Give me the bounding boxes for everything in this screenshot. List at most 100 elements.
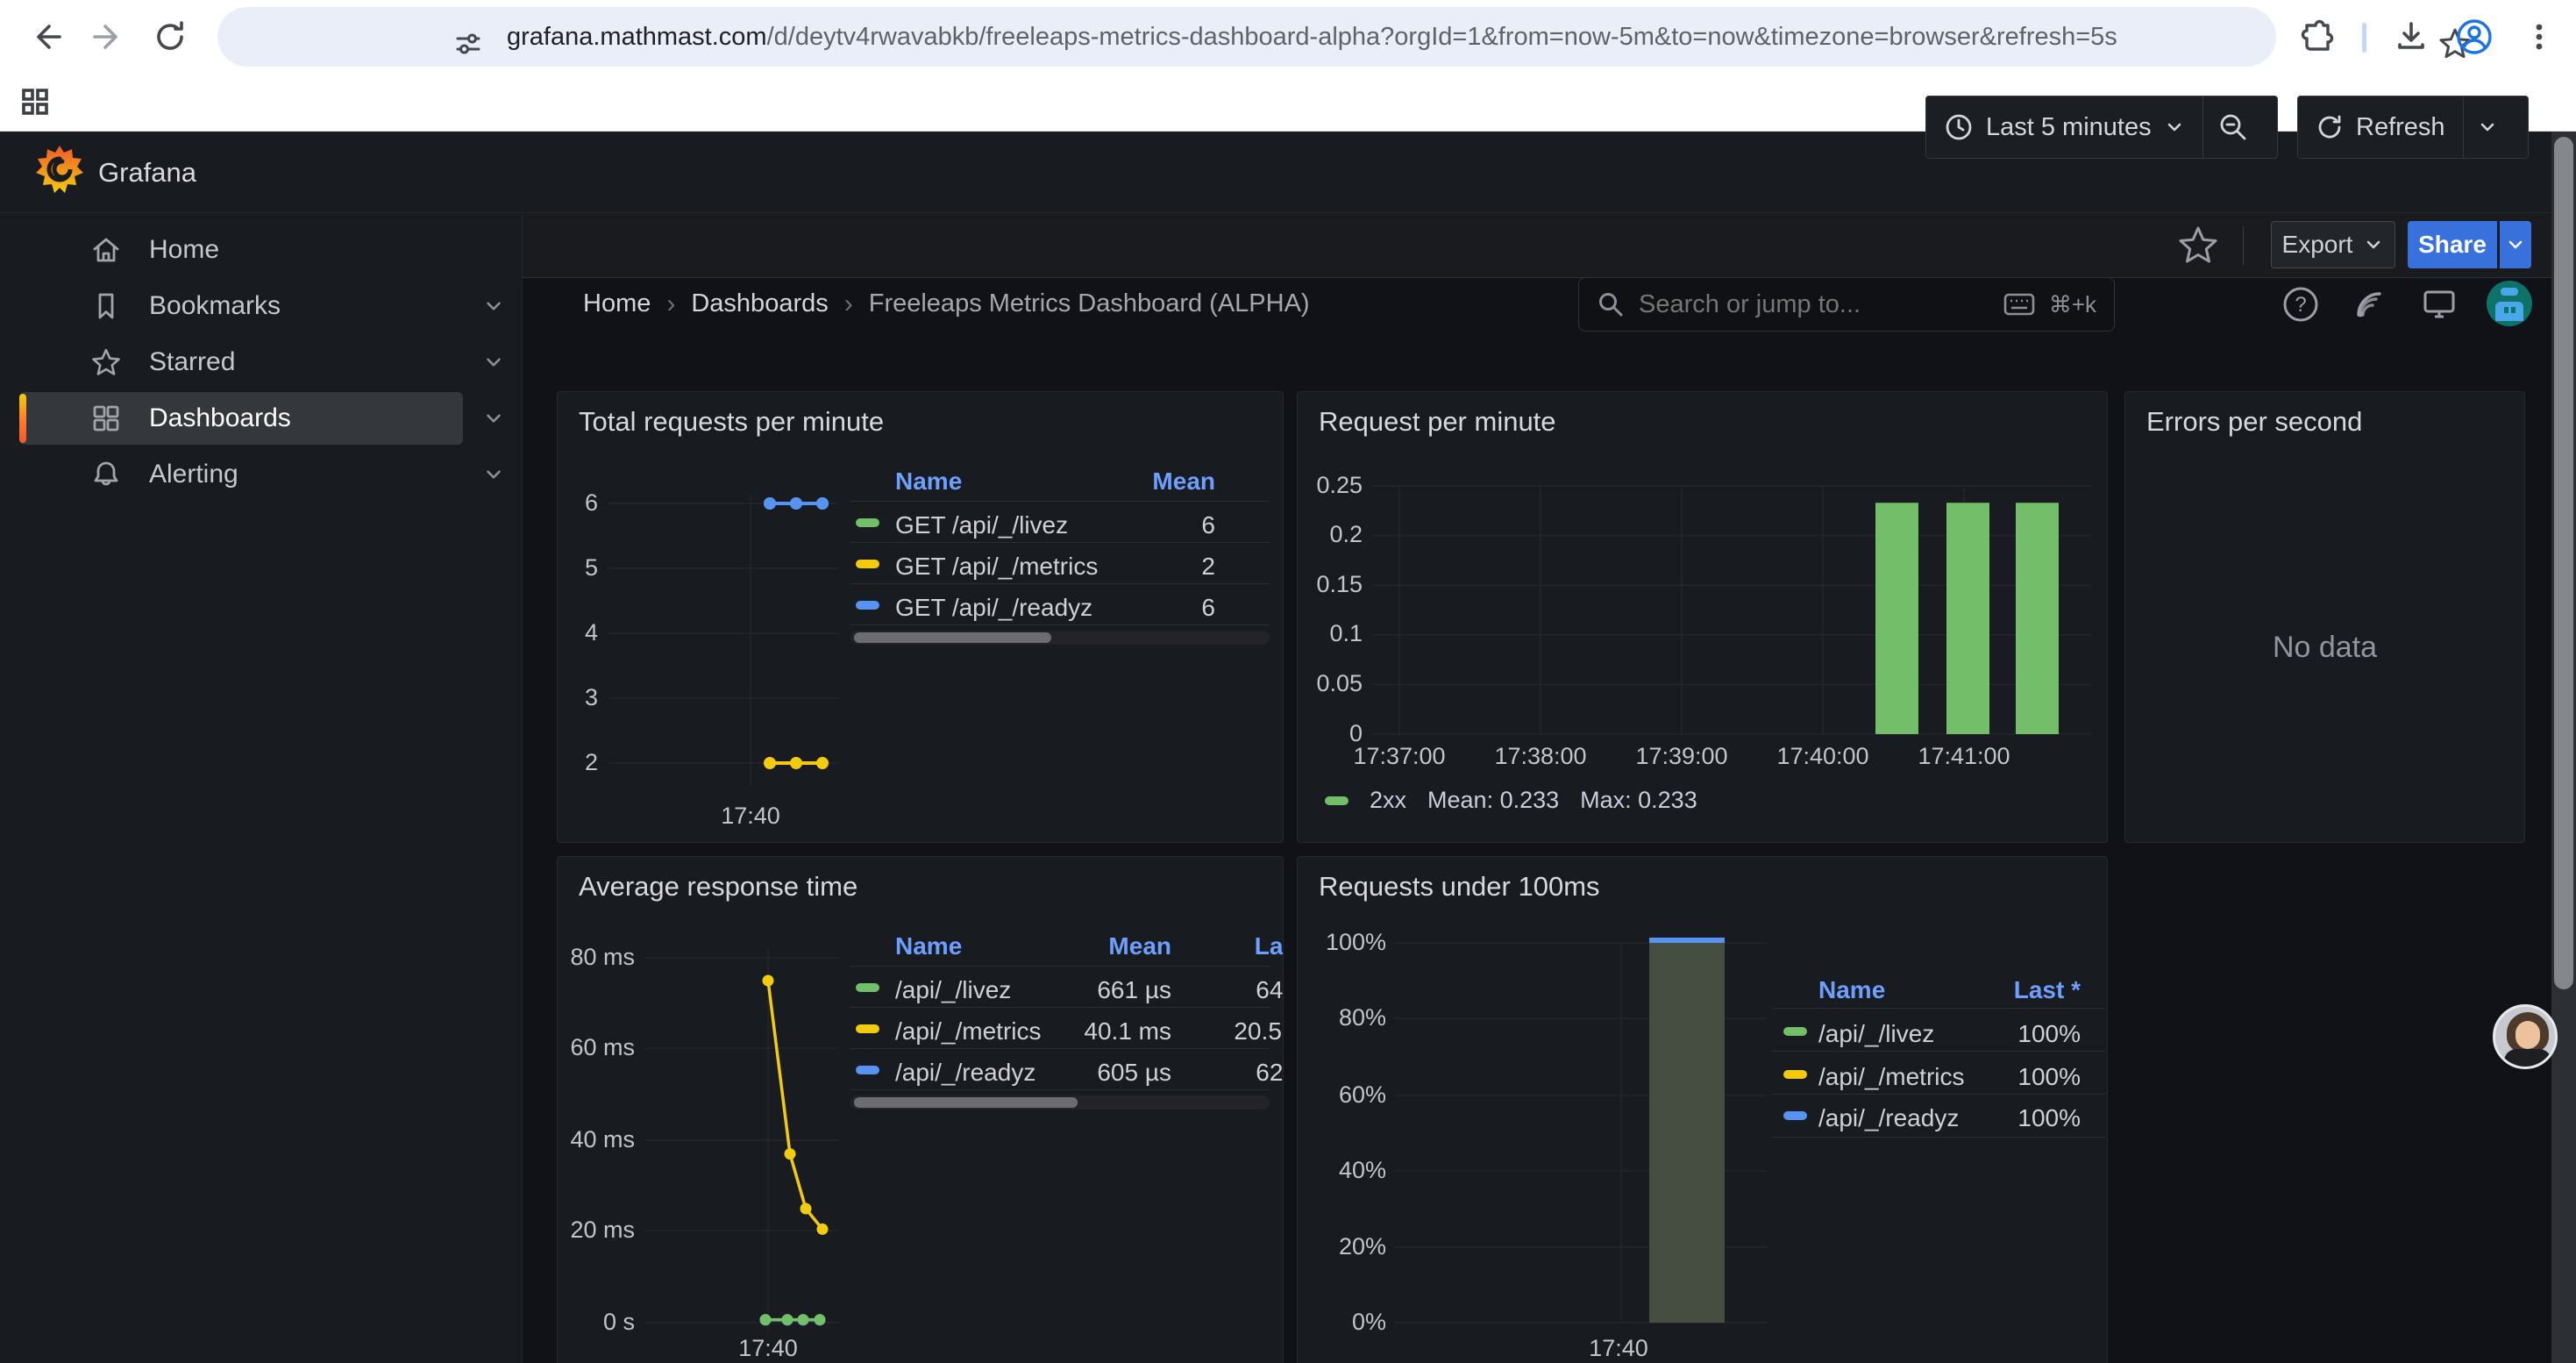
y-axis-tick: 0.1 <box>1298 620 1363 647</box>
extensions-icon[interactable] <box>2295 16 2338 58</box>
zoom-out-button[interactable] <box>2203 96 2263 158</box>
assistant-avatar[interactable] <box>2493 1004 2558 1069</box>
panel-title: Errors per second <box>2146 406 2362 438</box>
chevron-down-icon[interactable] <box>482 463 505 486</box>
toolbar-separator <box>2362 23 2366 53</box>
apps-icon <box>90 403 122 434</box>
legend-divider <box>850 1089 1270 1090</box>
sidebar-item-dashboards[interactable]: Dashboards <box>0 392 523 445</box>
panel-total-requests[interactable]: Total requests per minute 6543217:40Name… <box>557 391 1284 843</box>
chevron-down-icon <box>2363 234 2384 255</box>
url-text: grafana.mathmast.com/d/deytv4rwavabkb/fr… <box>507 23 2117 52</box>
panel-errors-per-second[interactable]: Errors per second No data <box>2124 391 2525 843</box>
star-icon <box>90 346 122 378</box>
legend-cell: 620 <box>850 1059 1284 1087</box>
legend-scrollbar-thumb[interactable] <box>854 632 1051 643</box>
legend-divider <box>1772 1137 2105 1138</box>
sidebar-item-label: Starred <box>149 336 235 389</box>
legend-cell: 20.5 r <box>850 1017 1284 1045</box>
sidebar-item-label: Home <box>149 224 219 276</box>
legend-series-name[interactable]: 2xx <box>1370 787 1406 814</box>
page-scrollbar-thumb[interactable] <box>2554 137 2573 989</box>
site-settings-icon[interactable] <box>447 23 489 65</box>
y-axis-tick: 5 <box>558 554 598 582</box>
panel-title: Requests under 100ms <box>1319 871 1600 903</box>
user-avatar[interactable] <box>2487 281 2532 326</box>
panel-average-response-time[interactable]: Average response time 80 ms60 ms40 ms20 … <box>557 856 1284 1363</box>
x-axis-tick: 17:40 <box>1540 1335 1697 1362</box>
grafana-wordmark: Grafana <box>98 132 196 213</box>
breadcrumb-item[interactable]: Dashboards <box>691 289 828 318</box>
legend-header-mean[interactable]: Mean <box>850 467 1215 496</box>
breadcrumb-separator: › <box>666 289 675 319</box>
apps-grid-icon[interactable] <box>14 81 56 123</box>
y-axis-tick: 4 <box>558 619 598 646</box>
y-axis-tick: 40 ms <box>558 1126 635 1153</box>
legend-cell: 646 <box>850 976 1284 1004</box>
legend-divider <box>850 583 1270 584</box>
chevron-down-icon <box>2477 117 2498 138</box>
reload-icon[interactable] <box>149 16 191 58</box>
y-axis-tick: 0.25 <box>1298 472 1363 499</box>
panel-request-per-minute[interactable]: Request per minute 0.250.20.150.10.05017… <box>1297 391 2108 843</box>
zoom-out-icon <box>2218 112 2248 142</box>
legend-cell: 100% <box>1772 1020 2081 1048</box>
time-range-label: Last 5 minutes <box>1986 113 2152 142</box>
export-button[interactable]: Export <box>2271 221 2395 268</box>
favorite-star-icon[interactable] <box>2176 223 2220 267</box>
legend-cell: 6 <box>850 594 1215 622</box>
refresh-picker[interactable]: Refresh <box>2297 96 2529 159</box>
news-rss-icon[interactable] <box>2346 282 2392 327</box>
url-bar[interactable]: grafana.mathmast.com/d/deytv4rwavabkb/fr… <box>217 7 2276 67</box>
legend-cell: 6 <box>850 511 1215 539</box>
search-input[interactable] <box>1639 290 1989 319</box>
share-button[interactable]: Share <box>2408 221 2497 268</box>
breadcrumb-separator: › <box>844 289 853 319</box>
download-icon[interactable] <box>2390 16 2432 58</box>
display-icon[interactable] <box>2416 282 2462 327</box>
y-axis-tick: 0 s <box>558 1309 635 1336</box>
refresh-button[interactable]: Refresh <box>2298 113 2463 142</box>
keyboard-icon <box>2003 292 2035 317</box>
breadcrumb-item[interactable]: Freeleaps Metrics Dashboard (ALPHA) <box>869 289 1310 318</box>
sidebar-item-label: Alerting <box>149 448 238 501</box>
refresh-interval-button[interactable] <box>2464 96 2511 158</box>
total-requests-chart <box>601 480 873 831</box>
sidebar-item-starred[interactable]: Starred <box>0 336 523 389</box>
svg-text:?: ? <box>2295 293 2306 317</box>
legend-cell: 2 <box>850 553 1215 581</box>
chevron-down-icon[interactable] <box>482 295 505 318</box>
refresh-label: Refresh <box>2356 113 2445 142</box>
profile-icon[interactable] <box>2453 16 2495 58</box>
legend-scrollbar-thumb[interactable] <box>854 1097 1078 1108</box>
home-icon <box>90 234 122 266</box>
legend-divider <box>1772 1051 2105 1052</box>
y-axis-tick: 100% <box>1298 929 1386 956</box>
chevron-down-icon[interactable] <box>482 351 505 374</box>
sidebar-item-bookmarks[interactable]: Bookmarks <box>0 280 523 332</box>
sidebar-item-alerting[interactable]: Alerting <box>0 448 523 501</box>
time-range-button[interactable]: Last 5 minutes <box>1926 112 2202 142</box>
browser-menu-icon[interactable] <box>2518 16 2560 58</box>
clock-icon <box>1944 112 1974 142</box>
legend-cell: 100% <box>1772 1063 2081 1091</box>
chart-legend[interactable]: 2xxMean: 0.233Max: 0.233 <box>1325 787 1697 814</box>
help-icon[interactable]: ? <box>2278 282 2323 327</box>
legend-header-last[interactable]: Last * <box>1772 976 2081 1004</box>
sidebar-item-home[interactable]: Home <box>0 224 523 276</box>
y-axis-tick: 2 <box>558 749 598 776</box>
no-data-message: No data <box>2125 631 2524 665</box>
forward-icon[interactable] <box>88 16 130 58</box>
legend-header-las[interactable]: Las <box>850 932 1284 960</box>
search-icon <box>1597 290 1625 318</box>
panel-requests-under-100ms[interactable]: Requests under 100ms 100%80%60%40%20%0%1… <box>1297 856 2108 1363</box>
breadcrumb-item[interactable]: Home <box>583 289 651 318</box>
chevron-down-icon[interactable] <box>482 407 505 430</box>
panel-title: Average response time <box>579 871 857 903</box>
grafana-logo[interactable] <box>35 144 84 200</box>
sidebar-item-label: Bookmarks <box>149 280 281 332</box>
search-box[interactable]: ⌘+k <box>1578 277 2115 332</box>
back-icon[interactable] <box>25 16 67 58</box>
time-picker[interactable]: Last 5 minutes <box>1925 96 2278 159</box>
share-menu-button[interactable] <box>2500 221 2531 268</box>
